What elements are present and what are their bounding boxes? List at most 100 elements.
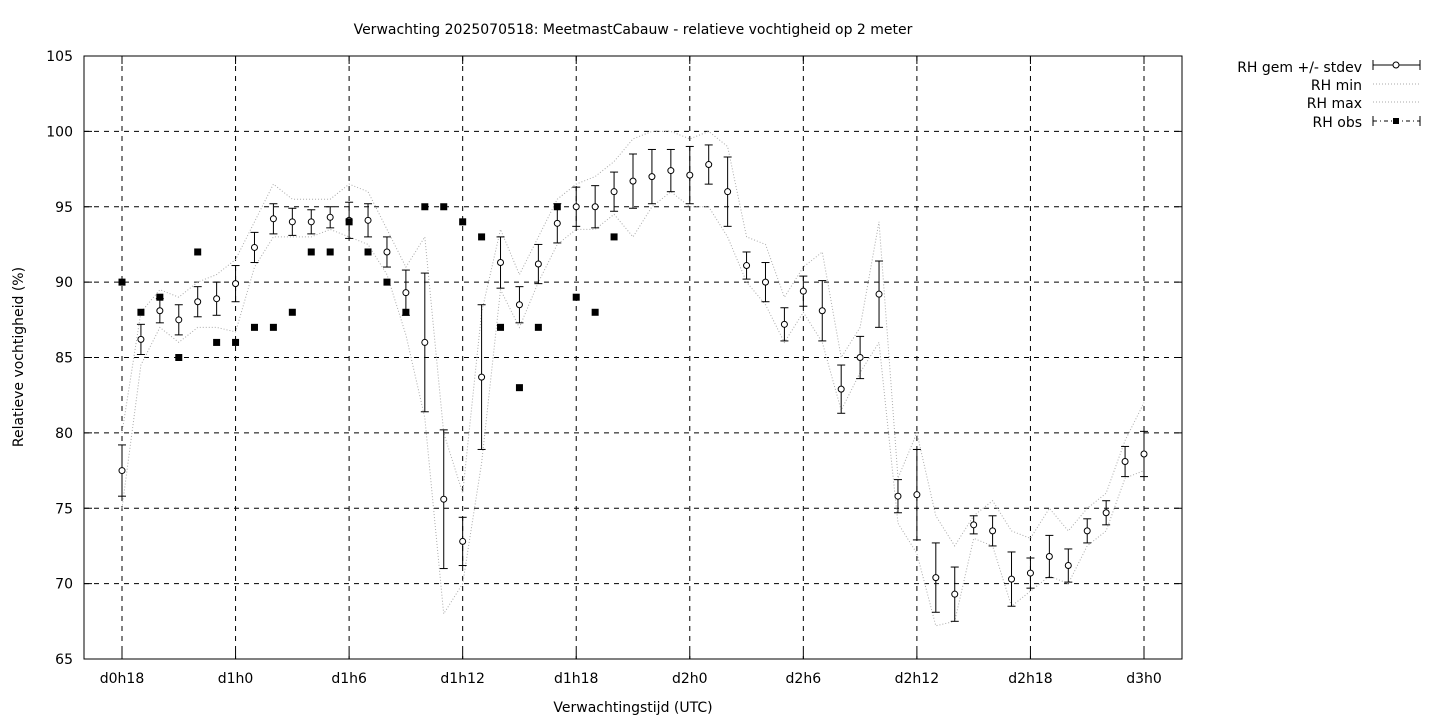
- mean-point: [307, 218, 315, 226]
- mean-point: [799, 287, 807, 295]
- y-axis: 65 70 75 80 85 90 95 100 105: [46, 49, 1182, 668]
- mean-point: [497, 259, 505, 267]
- x-axis: d0h18 d1h0 d1h6 d1h12 d1h18 d2h0 d2h6 d2h12 d2h1…: [100, 56, 1162, 687]
- obs-point: [288, 308, 296, 316]
- series-rh-min: [121, 191, 1145, 627]
- series-rh-obs: [118, 203, 618, 392]
- mean-point: [478, 373, 486, 381]
- x-tick-label: d1h0: [218, 671, 254, 687]
- mean-point: [743, 262, 751, 270]
- y-tick-label: 85: [55, 351, 73, 367]
- mean-point: [970, 521, 978, 529]
- x-tick-label: d1h12: [440, 671, 484, 687]
- obs-point: [137, 308, 145, 316]
- y-axis-label: Relatieve vochtigheid (%): [11, 267, 27, 447]
- obs-point: [269, 323, 277, 331]
- mean-point: [856, 354, 864, 361]
- mean-point: [553, 219, 561, 227]
- x-tick-label: d2h6: [786, 671, 822, 687]
- y-tick-label: 105: [46, 49, 73, 65]
- obs-point: [459, 218, 467, 226]
- mean-point: [818, 307, 826, 315]
- obs-point: [572, 293, 580, 301]
- mean-point: [232, 280, 240, 288]
- mean-point: [780, 320, 788, 328]
- obs-point: [345, 218, 353, 226]
- legend-label-rh-obs: RH obs: [1313, 115, 1362, 131]
- mean-point: [894, 492, 902, 500]
- series-rh-gem: [118, 144, 1148, 622]
- obs-point: [307, 248, 315, 256]
- grid: [84, 56, 1182, 659]
- mean-point: [1045, 552, 1053, 560]
- legend: RH gem +/- stdev RH min RH max RH obs: [1237, 60, 1421, 131]
- obs-point: [194, 248, 202, 256]
- obs-point: [250, 323, 258, 331]
- obs-point: [156, 293, 164, 301]
- y-tick-label: 95: [55, 200, 73, 216]
- mean-point: [213, 295, 221, 303]
- mean-point: [269, 215, 277, 223]
- mean-point: [667, 167, 675, 175]
- obs-point: [213, 338, 221, 346]
- mean-point: [364, 216, 372, 224]
- mean-point: [421, 338, 429, 346]
- mean-point: [402, 289, 410, 297]
- mean-point: [250, 243, 258, 251]
- mean-point: [137, 335, 145, 343]
- mean-point: [1121, 458, 1129, 466]
- mean-point: [629, 177, 637, 185]
- mean-point: [648, 173, 656, 181]
- y-tick-label: 70: [55, 577, 73, 593]
- y-tick-label: 65: [55, 652, 73, 668]
- obs-point: [553, 203, 561, 211]
- mean-point: [326, 213, 334, 221]
- legend-swatch-rh-obs: [1372, 116, 1421, 126]
- mean-point: [837, 385, 845, 393]
- obs-point: [175, 354, 183, 361]
- mean-point: [1008, 575, 1016, 583]
- obs-point: [478, 233, 486, 241]
- legend-label-rh-min: RH min: [1311, 78, 1362, 94]
- mean-point: [591, 203, 599, 211]
- mean-point: [761, 278, 769, 286]
- mean-point: [875, 290, 883, 298]
- mean-point: [175, 316, 183, 324]
- mean-point: [610, 188, 618, 196]
- mean-point: [705, 161, 713, 169]
- mean-point: [459, 537, 467, 545]
- x-tick-label: d0h18: [100, 671, 144, 687]
- mean-point: [932, 574, 940, 582]
- mean-point: [1064, 562, 1072, 570]
- y-tick-label: 75: [55, 501, 73, 517]
- rh-min-line: [121, 191, 1145, 627]
- mean-point: [515, 301, 523, 309]
- x-tick-label: d1h6: [331, 671, 367, 687]
- mean-point: [913, 491, 921, 499]
- mean-point: [118, 467, 126, 475]
- obs-point: [326, 248, 334, 256]
- mean-point: [440, 495, 448, 503]
- mean-point: [1083, 527, 1091, 535]
- obs-point: [383, 278, 391, 286]
- mean-point: [989, 527, 997, 535]
- mean-point: [724, 188, 732, 196]
- y-tick-label: 90: [55, 275, 73, 291]
- obs-point: [497, 323, 505, 331]
- obs-point: [610, 233, 618, 241]
- mean-point: [383, 248, 391, 256]
- obs-point: [440, 203, 448, 211]
- x-tick-label: d2h0: [672, 671, 708, 687]
- obs-point: [421, 203, 429, 211]
- obs-point: [232, 338, 240, 346]
- plot-frame: [83, 55, 1183, 660]
- mean-point: [534, 260, 542, 268]
- y-tick-label: 100: [46, 124, 73, 140]
- x-tick-label: d2h18: [1008, 671, 1052, 687]
- mean-point: [194, 298, 202, 306]
- mean-point: [288, 218, 296, 226]
- legend-swatch-rh-gem: [1372, 60, 1421, 70]
- legend-label-rh-max: RH max: [1307, 96, 1362, 112]
- mean-point: [1140, 450, 1148, 458]
